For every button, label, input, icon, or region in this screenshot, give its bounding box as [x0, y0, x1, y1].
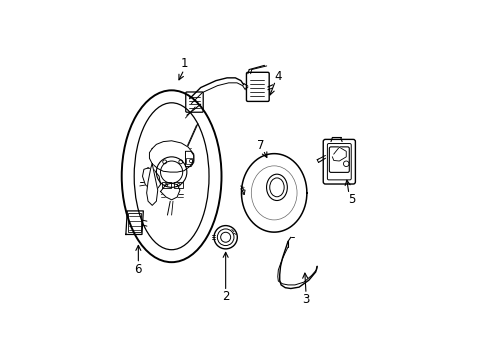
Text: 5: 5	[347, 193, 355, 206]
Text: 7: 7	[256, 139, 264, 152]
Polygon shape	[146, 164, 158, 205]
Polygon shape	[332, 147, 346, 161]
Bar	[162, 182, 170, 188]
Text: 6: 6	[134, 262, 142, 276]
Polygon shape	[160, 183, 180, 200]
Text: 3: 3	[302, 293, 309, 306]
Bar	[174, 182, 183, 188]
Text: 2: 2	[222, 290, 229, 303]
Text: 1: 1	[180, 58, 187, 71]
Polygon shape	[149, 141, 193, 172]
Bar	[186, 158, 192, 164]
Text: 4: 4	[274, 70, 282, 83]
Polygon shape	[142, 168, 160, 190]
